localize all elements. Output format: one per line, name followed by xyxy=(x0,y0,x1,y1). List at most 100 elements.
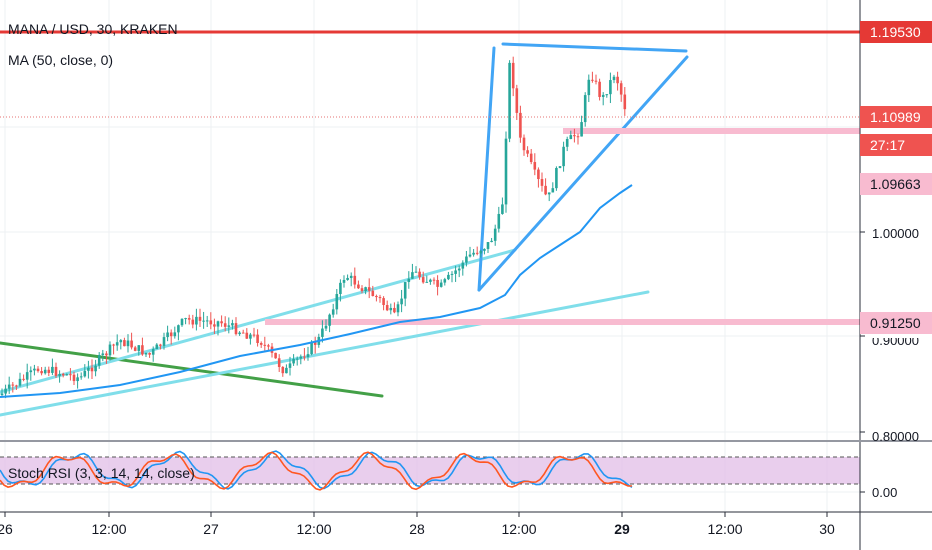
candle-body xyxy=(454,270,457,274)
candle-body xyxy=(540,179,544,186)
candle-body xyxy=(54,366,58,376)
candle-body xyxy=(61,373,65,376)
horizontal-levels[interactable] xyxy=(0,30,860,118)
candle-body xyxy=(101,353,105,356)
candle-body xyxy=(209,320,213,325)
candle-body xyxy=(123,340,126,347)
candle-body xyxy=(461,262,465,269)
candle-body xyxy=(382,298,385,306)
time-tick: 12:00 xyxy=(501,521,537,537)
candle-body xyxy=(450,273,454,275)
candle-body xyxy=(115,342,119,346)
candle-body xyxy=(328,314,331,326)
candle-body xyxy=(310,342,313,355)
candle-body xyxy=(483,248,486,251)
candle-body xyxy=(137,345,141,351)
candle-body xyxy=(313,342,317,345)
candle-body xyxy=(414,271,418,273)
candle-body xyxy=(105,353,108,356)
candle-body xyxy=(33,368,36,371)
candle-body xyxy=(623,94,627,110)
candle-body xyxy=(526,150,529,154)
candle-body xyxy=(259,342,263,345)
candle-body xyxy=(598,81,601,97)
candle-body xyxy=(360,288,364,292)
candle-body xyxy=(555,168,558,189)
candlestick-series xyxy=(0,56,627,399)
candle-body xyxy=(400,298,403,305)
stoch-d-line xyxy=(0,451,632,491)
candle-body xyxy=(213,324,216,327)
candle-body xyxy=(349,275,353,278)
ma-indicator-label[interactable]: MA (50, close, 0) xyxy=(8,52,114,68)
candle-body xyxy=(547,192,551,195)
candle-body xyxy=(511,62,515,89)
candle-body xyxy=(130,340,133,348)
trend-drawings[interactable] xyxy=(0,42,860,417)
candle-body xyxy=(187,318,191,320)
candle-body xyxy=(537,169,540,180)
candle-body xyxy=(87,367,90,371)
candle-body xyxy=(389,307,393,311)
stoch-rsi-label[interactable]: Stoch RSI (3, 3, 14, 14, close) xyxy=(8,465,195,481)
candle-body xyxy=(216,321,220,327)
candle-body xyxy=(364,287,367,292)
candle-body xyxy=(533,162,537,170)
candle-body xyxy=(148,352,151,355)
time-tick: 28 xyxy=(409,521,425,537)
candle-body xyxy=(490,240,493,243)
candle-body xyxy=(267,345,270,347)
candle-body xyxy=(277,358,281,367)
candle-body xyxy=(339,282,342,295)
symbol-title[interactable]: MANA / USD, 30, KRAKEN xyxy=(8,21,178,37)
candle-body xyxy=(321,328,324,337)
candle-body xyxy=(205,320,209,322)
candle-body xyxy=(439,282,443,287)
candle-body xyxy=(36,368,40,372)
time-tick: 12:00 xyxy=(296,521,332,537)
candle-body xyxy=(436,279,439,287)
candle-body xyxy=(479,250,483,254)
candle-body xyxy=(447,274,450,280)
candle-body xyxy=(7,384,11,389)
candle-body xyxy=(396,304,400,313)
candle-body xyxy=(612,76,616,81)
candle-body xyxy=(342,279,346,283)
candle-body xyxy=(144,352,148,355)
candle-body xyxy=(497,213,501,229)
candle-body xyxy=(83,370,87,377)
candle-body xyxy=(385,305,389,311)
triangle-ascending-line xyxy=(477,55,689,292)
candle-body xyxy=(249,334,252,339)
candle-body xyxy=(583,95,587,123)
candle-body xyxy=(295,358,299,360)
candle-body xyxy=(223,323,227,327)
candle-body xyxy=(580,122,583,137)
candle-body xyxy=(281,366,285,374)
candle-body xyxy=(558,166,562,169)
breakout-vertical-line xyxy=(477,46,496,292)
candle-body xyxy=(191,319,195,325)
ma-50-line xyxy=(0,184,633,398)
time-tick: 29 xyxy=(614,521,630,537)
candle-body xyxy=(472,252,475,255)
candle-body xyxy=(169,332,173,337)
candle-body xyxy=(0,393,4,395)
chart-grid xyxy=(0,0,860,512)
candle-body xyxy=(173,332,177,337)
time-tick: 27 xyxy=(203,521,219,537)
candle-body xyxy=(166,332,169,338)
rsi-tick: 0.00 xyxy=(872,485,898,500)
candle-body xyxy=(184,318,187,320)
candle-body xyxy=(425,281,429,283)
candle-body xyxy=(43,369,47,374)
candle-body xyxy=(519,112,522,138)
channel-upper-line xyxy=(0,248,517,394)
candle-body xyxy=(299,356,303,359)
support-zone-1096 xyxy=(563,128,860,134)
candle-body xyxy=(274,352,277,359)
candle-body xyxy=(202,320,205,322)
candle-body xyxy=(375,295,378,298)
